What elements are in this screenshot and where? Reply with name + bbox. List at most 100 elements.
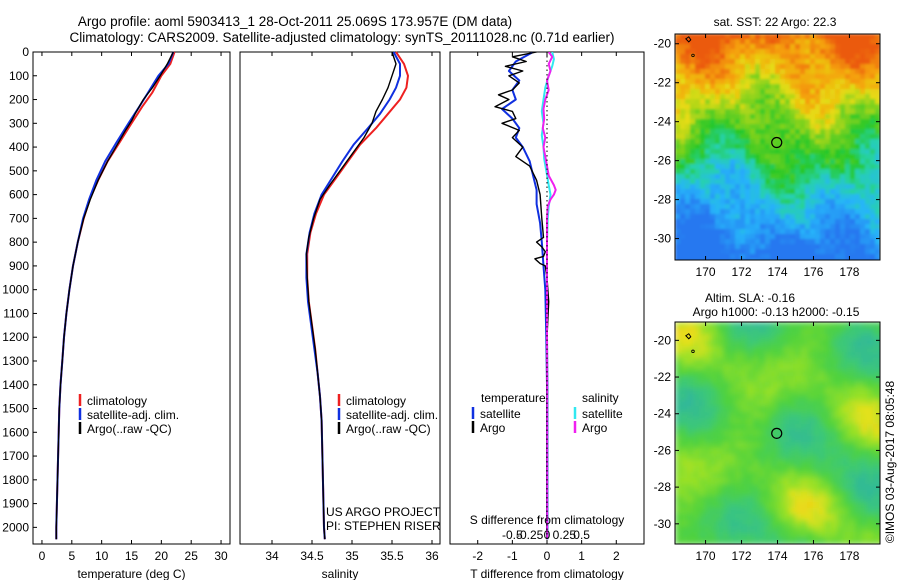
sst-cell: [725, 204, 731, 210]
sla-cell: [729, 340, 736, 347]
sst-cell: [825, 84, 831, 90]
sst-cell: [700, 249, 706, 255]
sst-cell: [800, 159, 806, 165]
sst-cell: [770, 144, 776, 150]
sla-cell: [693, 334, 700, 341]
sla-cell: [771, 478, 778, 485]
sla-cell: [723, 382, 730, 389]
sst-cell: [850, 64, 856, 70]
sst-cell: [780, 59, 786, 65]
sla-cell: [729, 472, 736, 479]
sst-cell: [865, 94, 871, 100]
sst-cell: [795, 239, 801, 245]
sla-cell: [741, 364, 748, 371]
sla-cell: [867, 388, 874, 395]
sst-cell: [710, 224, 716, 230]
temperature-panel: 0100200300400500600700800900100011001200…: [2, 45, 231, 580]
sst-cell: [795, 254, 801, 260]
sst-cell: [725, 149, 731, 155]
sst-cell: [820, 179, 826, 185]
sst-cell: [795, 134, 801, 140]
sst-cell: [850, 134, 856, 140]
sst-cell: [795, 219, 801, 225]
sst-cell: [685, 154, 691, 160]
sla-cell: [849, 328, 856, 335]
sst-cell: [815, 169, 821, 175]
sla-cell: [807, 526, 814, 533]
sst-cell: [795, 74, 801, 80]
sla-cell: [699, 412, 706, 419]
sst-cell: [790, 134, 796, 140]
sst-cell: [835, 144, 841, 150]
sla-cell: [687, 496, 694, 503]
sst-cell: [740, 214, 746, 220]
sst-cell: [850, 114, 856, 120]
island-outline: [685, 333, 692, 340]
sla-cell: [771, 364, 778, 371]
sst-cell: [695, 54, 701, 60]
sla-cell: [753, 484, 760, 491]
sla-cell: [699, 526, 706, 533]
sla-cell: [705, 508, 712, 515]
sla-cell: [777, 430, 784, 437]
sst-cell: [710, 89, 716, 95]
sla-cell: [873, 460, 880, 467]
sla-cell: [867, 346, 874, 353]
sst-cell: [675, 209, 681, 215]
sla-cell: [699, 370, 706, 377]
sla-cell: [819, 406, 826, 413]
sst-cell: [745, 159, 751, 165]
sst-cell: [775, 164, 781, 170]
sla-cell: [747, 502, 754, 509]
x-tick-label: 35: [345, 549, 359, 563]
sst-cell: [745, 134, 751, 140]
sst-cell: [675, 189, 681, 195]
sla-cell: [771, 430, 778, 437]
sla-cell: [807, 538, 814, 544]
sst-cell: [680, 154, 686, 160]
sst-cell: [695, 154, 701, 160]
sla-cell: [819, 472, 826, 479]
sst-cell: [795, 199, 801, 205]
sst-cell: [795, 109, 801, 115]
sla-cell: [717, 370, 724, 377]
sst-cell: [705, 249, 711, 255]
map-x-tick-label: 172: [732, 265, 752, 279]
sla-cell: [837, 502, 844, 509]
sla-cell: [693, 454, 700, 461]
sla-cell: [807, 346, 814, 353]
sst-cell: [830, 74, 836, 80]
sst-cell: [740, 49, 746, 55]
sst-cell: [790, 119, 796, 125]
sst-cell: [685, 39, 691, 45]
sst-cell: [865, 184, 871, 190]
sst-cell: [825, 119, 831, 125]
sst-cell: [755, 254, 761, 260]
sst-cell: [755, 234, 761, 240]
sst-cell: [700, 139, 706, 145]
sla-cell: [813, 394, 820, 401]
sla-cell: [771, 400, 778, 407]
sla-cell: [831, 436, 838, 443]
sst-cell: [760, 194, 766, 200]
sst-cell: [855, 89, 861, 95]
sla-cell: [831, 520, 838, 527]
sst-cell: [790, 74, 796, 80]
sst-cell: [785, 254, 791, 260]
legend-label: climatology: [87, 394, 147, 408]
map-x-tick-label: 174: [767, 549, 787, 563]
sst-cell: [730, 104, 736, 110]
sla-cell: [807, 424, 814, 431]
sst-cell: [820, 134, 826, 140]
sla-cell: [771, 520, 778, 527]
sst-cell: [735, 244, 741, 250]
sla-cell: [861, 508, 868, 515]
sla-cell: [723, 538, 730, 544]
sst-cell: [700, 49, 706, 55]
sst-cell: [790, 114, 796, 120]
sla-cell: [801, 352, 808, 359]
sst-cell: [830, 229, 836, 235]
sst-cell: [705, 99, 711, 105]
sla-cell: [747, 370, 754, 377]
map-x-tick-label: 172: [732, 549, 752, 563]
